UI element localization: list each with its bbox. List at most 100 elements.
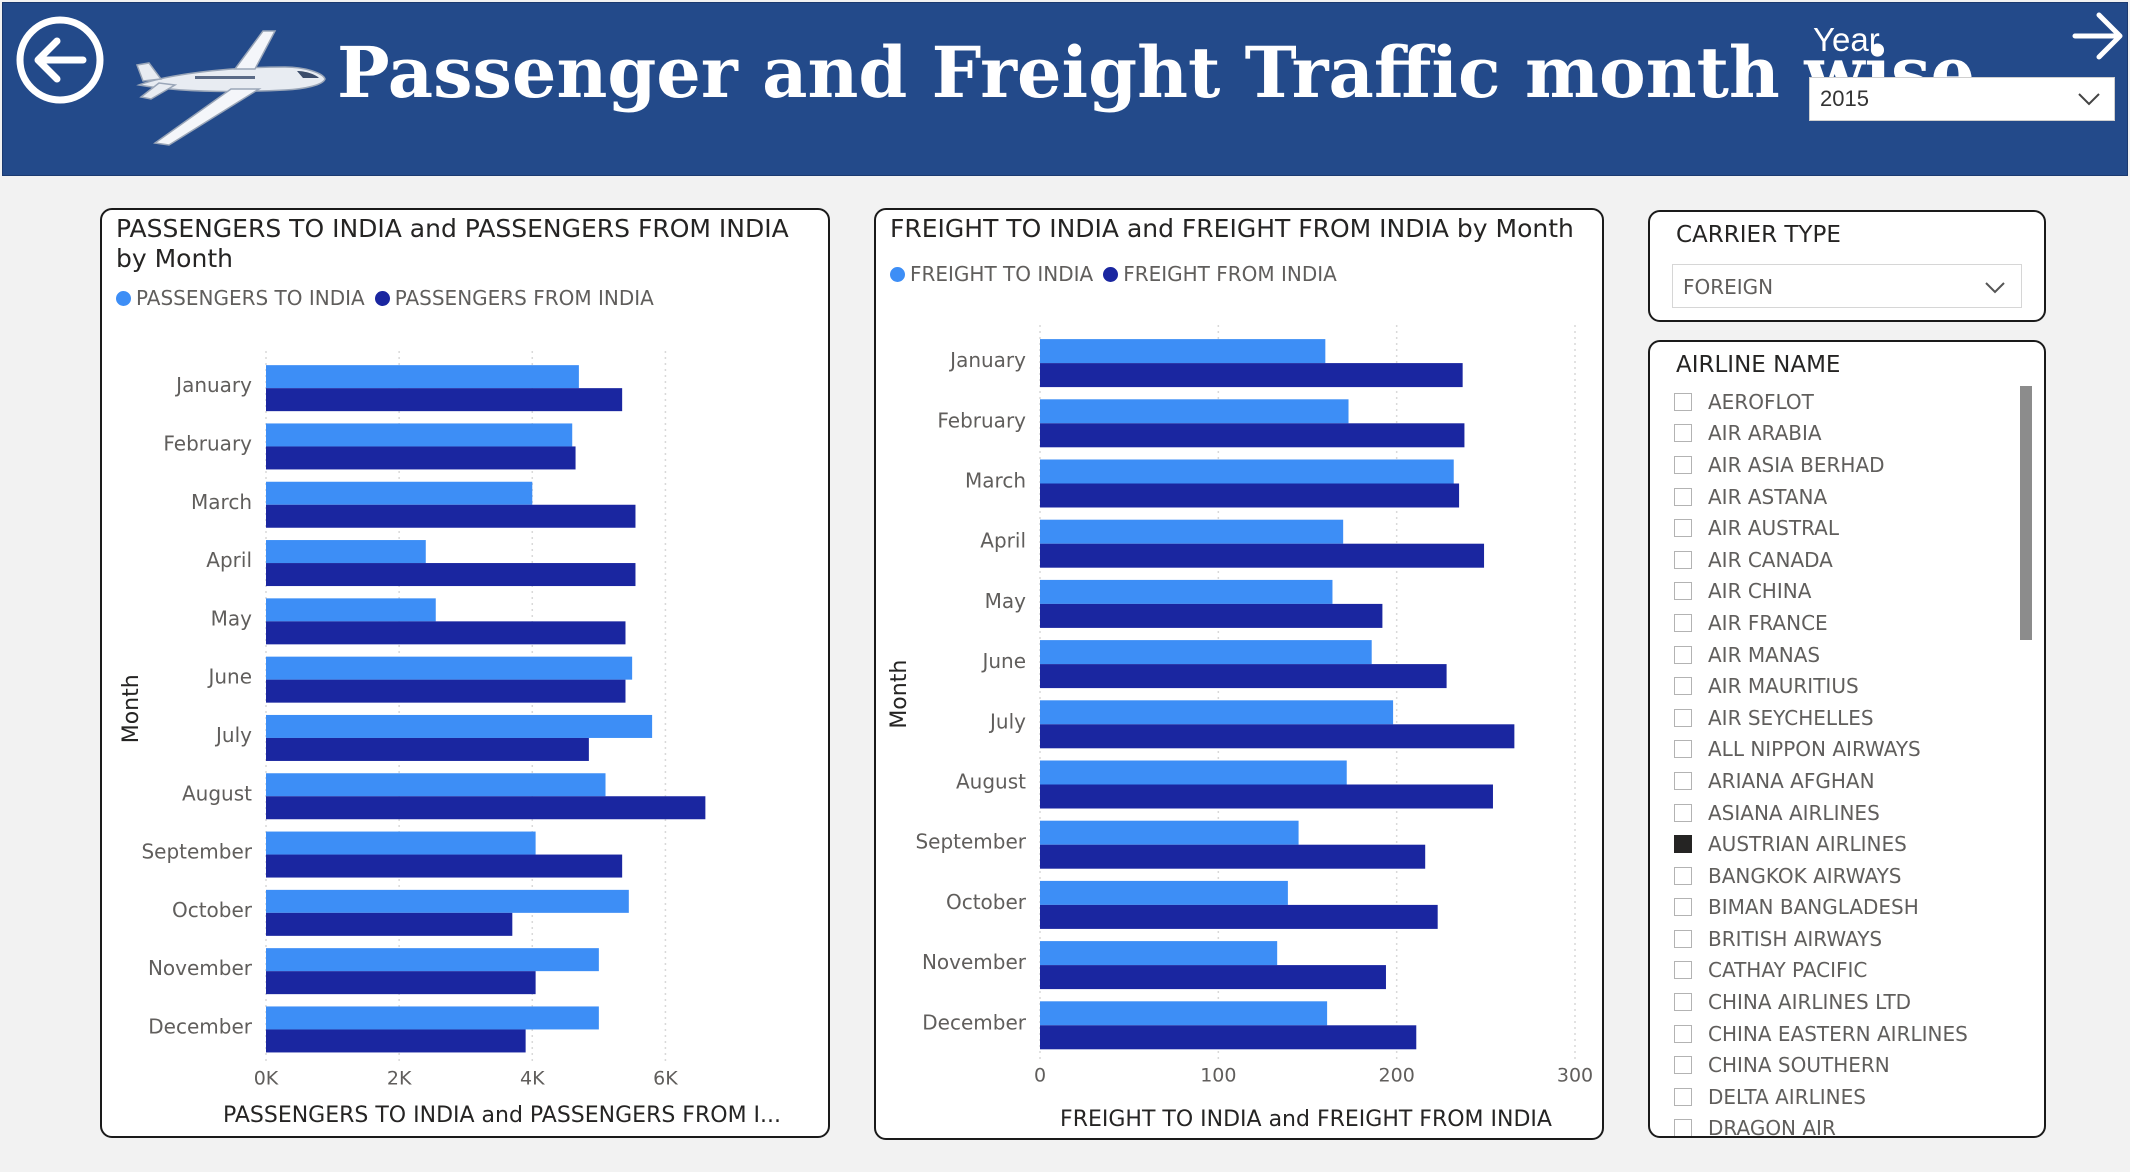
airline-label: AIR AUSTRAL	[1708, 516, 1839, 541]
airline-label: BIMAN BANGLADESH	[1708, 895, 1919, 920]
bar-from-india	[1040, 423, 1465, 448]
checkbox[interactable]	[1674, 424, 1692, 443]
airline-item[interactable]: CHINA EASTERN AIRLINES	[1674, 1018, 2004, 1050]
checkbox[interactable]	[1674, 803, 1692, 822]
airline-label: AIR ARABIA	[1708, 421, 1822, 446]
bar-from-india	[266, 971, 536, 995]
airline-item[interactable]: AIR ASTANA	[1674, 481, 2004, 513]
airline-item[interactable]: AUSTRIAN AIRLINES	[1674, 828, 2004, 860]
bar-from-india	[1040, 965, 1386, 990]
chevron-down-icon	[2078, 93, 2100, 106]
checkbox[interactable]	[1674, 866, 1692, 885]
airline-item[interactable]: AIR MAURITIUS	[1674, 670, 2004, 702]
checkbox[interactable]	[1674, 929, 1692, 948]
page-title: Passenger and Freight Traffic month wise	[337, 31, 1975, 114]
x-tick-label: 4K	[520, 1068, 545, 1090]
checkbox[interactable]	[1674, 677, 1692, 696]
y-tick-label: April	[980, 529, 1026, 553]
airline-list[interactable]: AEROFLOT AIR ARABIA AIR ASIA BERHAD AIR AST…	[1674, 386, 2004, 1136]
legend-label: FREIGHT TO INDIA	[910, 262, 1094, 286]
airline-item[interactable]: BRITISH AIRWAYS	[1674, 923, 2004, 955]
checkbox[interactable]	[1674, 392, 1692, 411]
airline-item[interactable]: AIR CHINA	[1674, 576, 2004, 608]
airline-item[interactable]: DRAGON AIR	[1674, 1113, 2004, 1136]
airline-label: AIR MAURITIUS	[1708, 674, 1859, 699]
checkbox[interactable]	[1674, 487, 1692, 506]
checkbox[interactable]	[1674, 771, 1692, 790]
airline-item[interactable]: CATHAY PACIFIC	[1674, 955, 2004, 987]
airline-item[interactable]: AIR SEYCHELLES	[1674, 702, 2004, 734]
bar-to-india	[266, 540, 426, 564]
airline-item[interactable]: AIR MANAS	[1674, 639, 2004, 671]
checkbox[interactable]	[1674, 613, 1692, 632]
carrier-type-slicer: CARRIER TYPE FOREIGN	[1648, 210, 2046, 322]
y-tick-label: February	[937, 408, 1026, 432]
airline-item[interactable]: ALL NIPPON AIRWAYS	[1674, 734, 2004, 766]
airline-item[interactable]: DELTA AIRLINES	[1674, 1081, 2004, 1113]
year-dropdown[interactable]: 2015	[1809, 77, 2115, 121]
bar-to-india	[266, 831, 536, 855]
checkbox[interactable]	[1674, 645, 1692, 664]
bar-to-india	[266, 1006, 599, 1030]
airline-item[interactable]: AIR ARABIA	[1674, 418, 2004, 450]
airline-list-scrollbar[interactable]	[2020, 386, 2032, 1136]
y-tick-label: April	[206, 548, 252, 572]
airline-item[interactable]: ASIANA AIRLINES	[1674, 797, 2004, 829]
checkbox[interactable]	[1674, 1056, 1692, 1075]
airline-item[interactable]: BANGKOK AIRWAYS	[1674, 860, 2004, 892]
legend-dot-icon	[1103, 266, 1119, 282]
checkbox[interactable]	[1674, 519, 1692, 538]
legend-dot-icon	[890, 266, 905, 282]
bar-from-india	[266, 621, 626, 645]
airline-item[interactable]: AEROFLOT	[1674, 386, 2004, 418]
checkbox[interactable]	[1674, 993, 1692, 1012]
chevron-down-icon	[1985, 282, 2005, 294]
legend-item-passengers-from: PASSENGERS FROM INDIA	[374, 286, 654, 310]
x-tick-label: 0K	[254, 1068, 279, 1090]
bar-from-india	[1040, 844, 1426, 869]
checkbox[interactable]	[1674, 740, 1692, 759]
airline-item[interactable]: BIMAN BANGLADESH	[1674, 892, 2004, 924]
airline-label: CHINA SOUTHERN	[1708, 1053, 1890, 1078]
checkbox[interactable]	[1674, 582, 1692, 601]
freight-legend: FREIGHT TO INDIA FREIGHT FROM INDIA	[890, 262, 1347, 286]
airline-item[interactable]: AIR CANADA	[1674, 544, 2004, 576]
airline-item[interactable]: AIR ASIA BERHAD	[1674, 449, 2004, 481]
bar-from-india	[266, 679, 626, 703]
forward-arrow-icon[interactable]	[2071, 9, 2125, 63]
checkbox[interactable]	[1674, 1087, 1692, 1106]
passengers-chart-panel: PASSENGERS TO INDIA and PASSENGERS FROM …	[100, 208, 830, 1138]
legend-item-passengers-to: PASSENGERS TO INDIA	[116, 286, 365, 310]
freight-bar-chart: 0 100 200 300 January February March April May Ju…	[887, 325, 1593, 1132]
bar-to-india	[266, 365, 579, 389]
checkbox[interactable]	[1674, 550, 1692, 569]
airline-item[interactable]: CHINA AIRLINES LTD	[1674, 986, 2004, 1018]
checkbox-checked[interactable]	[1674, 835, 1692, 854]
bar-to-india	[266, 598, 436, 622]
checkbox[interactable]	[1674, 708, 1692, 727]
checkbox[interactable]	[1674, 961, 1692, 980]
checkbox[interactable]	[1674, 1024, 1692, 1043]
airline-item[interactable]: AIR AUSTRAL	[1674, 512, 2004, 544]
airline-label: AEROFLOT	[1708, 389, 1814, 414]
y-axis-title: Month	[119, 674, 144, 743]
bar-to-india	[1040, 459, 1454, 484]
bar-from-india	[1040, 603, 1383, 628]
bar-from-india	[1040, 664, 1447, 689]
airline-label: AIR SEYCHELLES	[1708, 705, 1874, 730]
y-tick-label: August	[182, 781, 252, 805]
airline-item[interactable]: ARIANA AFGHAN	[1674, 765, 2004, 797]
carrier-type-dropdown[interactable]: FOREIGN	[1672, 264, 2022, 308]
scrollbar-thumb[interactable]	[2020, 386, 2032, 640]
airline-item[interactable]: AIR FRANCE	[1674, 607, 2004, 639]
airline-item[interactable]: CHINA SOUTHERN	[1674, 1049, 2004, 1081]
checkbox[interactable]	[1674, 455, 1692, 474]
checkbox[interactable]	[1674, 1119, 1692, 1136]
back-arrow-icon[interactable]	[15, 15, 105, 105]
legend-dot-icon	[374, 290, 390, 306]
airline-label: ALL NIPPON AIRWAYS	[1708, 737, 1921, 762]
y-tick-label: June	[980, 649, 1026, 673]
checkbox[interactable]	[1674, 898, 1692, 917]
y-tick-label: May	[985, 589, 1027, 613]
year-value: 2015	[1820, 86, 1869, 111]
